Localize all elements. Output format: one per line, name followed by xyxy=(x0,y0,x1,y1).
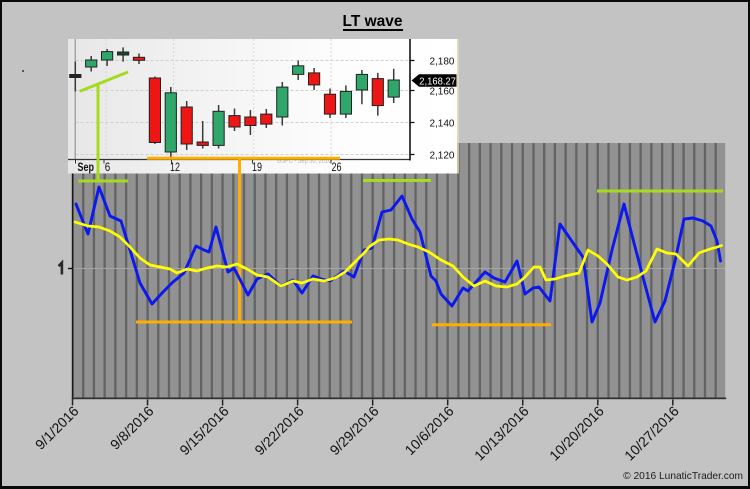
svg-text:12: 12 xyxy=(170,160,180,174)
svg-text:2,180: 2,180 xyxy=(429,57,454,68)
svg-text:2,168.27: 2,168.27 xyxy=(419,75,456,87)
svg-text:2,160: 2,160 xyxy=(429,87,454,98)
svg-text:6: 6 xyxy=(105,160,111,174)
svg-text:10/20/2016: 10/20/2016 xyxy=(546,403,607,464)
svg-text:26: 26 xyxy=(332,160,342,174)
svg-text:9/1/2016: 9/1/2016 xyxy=(32,403,82,453)
svg-text:2,120: 2,120 xyxy=(429,151,454,162)
svg-text:2,140: 2,140 xyxy=(429,119,454,130)
svg-text:Sep: Sep xyxy=(77,160,94,174)
svg-text:10/13/2016: 10/13/2016 xyxy=(471,403,532,464)
svg-text:9/22/2016: 9/22/2016 xyxy=(251,403,307,459)
svg-text:10/27/2016: 10/27/2016 xyxy=(621,403,682,464)
svg-text:9/15/2016: 9/15/2016 xyxy=(176,403,232,459)
svg-text:19: 19 xyxy=(252,160,262,174)
svg-text:9/8/2016: 9/8/2016 xyxy=(107,403,157,453)
svg-text:10/6/2016: 10/6/2016 xyxy=(401,403,457,459)
svg-text:9/29/2016: 9/29/2016 xyxy=(326,403,382,459)
